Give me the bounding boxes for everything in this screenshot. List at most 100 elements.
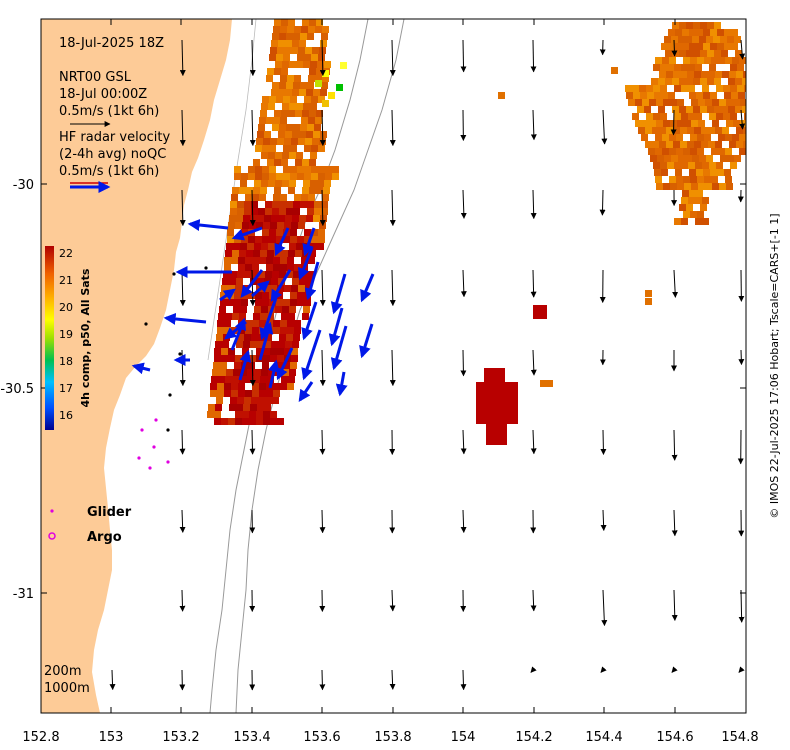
icon-current-arrow	[599, 189, 606, 216]
icon-sst-grid	[310, 180, 317, 187]
icon-sst-grid	[311, 96, 318, 103]
icon-sst-grid	[245, 327, 252, 334]
icon-sst-grid	[324, 61, 331, 68]
icon-sst-grid	[686, 22, 693, 29]
icon-current-arrow	[319, 669, 326, 691]
icon-sst-grid	[632, 113, 639, 120]
icon-sst-grid	[336, 84, 343, 91]
icon-sst-grid	[689, 92, 696, 99]
argo-icon	[48, 532, 56, 540]
icon-sst-grid	[262, 236, 269, 243]
icon-current-arrow	[389, 269, 396, 307]
icon-sst-grid	[293, 82, 300, 89]
icon-sst-grid	[251, 397, 258, 404]
icon-sst-grid	[699, 155, 706, 162]
icon-current-arrow	[389, 109, 396, 147]
icon-sst-grid	[689, 190, 696, 197]
product-scale: 0.5m/s (1kt 6h)	[59, 104, 159, 119]
icon-sst-grid	[291, 47, 298, 54]
icon-sst-grid	[476, 410, 483, 417]
icon-sst-grid	[294, 264, 301, 271]
icon-sst-grid	[511, 396, 518, 403]
icon-sst-grid	[291, 138, 298, 145]
icon-sst-grid	[689, 29, 696, 36]
icon-sst-grid	[668, 43, 675, 50]
icon-sst-grid	[641, 134, 648, 141]
icon-sst-grid	[272, 33, 279, 40]
icon-sst-grid	[691, 120, 698, 127]
icon-sst-grid	[655, 134, 662, 141]
icon-sst-grid	[235, 222, 242, 229]
icon-sst-grid	[299, 278, 306, 285]
icon-current-arrow	[530, 429, 537, 455]
icon-sst-grid	[269, 96, 276, 103]
icon-sst-grid	[242, 222, 249, 229]
icon-sst-grid	[686, 204, 693, 211]
icon-sst-grid	[708, 127, 715, 134]
icon-sst-grid	[252, 327, 259, 334]
radar-line2: (2-4h avg) noQC	[59, 147, 166, 162]
icon-sst-grid	[273, 320, 280, 327]
icon-sst-grid	[739, 134, 746, 141]
icon-sst-grid	[238, 390, 245, 397]
icon-sst-grid	[257, 215, 264, 222]
icon-sst-grid	[290, 229, 297, 236]
icon-sst-grid	[311, 229, 318, 236]
icon-sst-grid	[685, 155, 692, 162]
icon-sst-grid	[260, 376, 267, 383]
icon-sst-grid	[309, 110, 316, 117]
icon-sst-grid	[670, 99, 677, 106]
icon-sst-grid	[656, 183, 663, 190]
icon-sst-grid	[693, 22, 700, 29]
icon-radar-arrow	[304, 261, 320, 301]
icon-sst-grid	[211, 376, 218, 383]
icon-sst-grid	[294, 194, 301, 201]
icon-sst-grid	[280, 383, 287, 390]
icon-sst-grid	[678, 155, 685, 162]
icon-sst-grid	[271, 341, 278, 348]
icon-sst-grid	[682, 29, 689, 36]
icon-sst-grid	[306, 89, 313, 96]
icon-sst-grid	[688, 85, 695, 92]
icon-sst-grid	[220, 299, 227, 306]
icon-sst-grid	[312, 47, 319, 54]
icon-sst-grid	[702, 218, 709, 225]
icon-sst-grid	[300, 124, 307, 131]
icon-sst-grid	[284, 285, 291, 292]
icon-current-arrow	[389, 669, 396, 690]
icon-sst-grid	[705, 99, 712, 106]
icon-sst-grid	[255, 145, 262, 152]
icon-sst-grid	[712, 120, 719, 127]
icon-sst-grid	[688, 162, 695, 169]
icon-sst-grid	[260, 187, 267, 194]
icon-sst-grid	[652, 127, 659, 134]
icon-sst-grid	[283, 236, 290, 243]
icon-sst-grid	[293, 208, 300, 215]
icon-radar-arrow	[163, 312, 207, 325]
icon-sst-grid	[691, 183, 698, 190]
icon-sst-grid	[661, 169, 668, 176]
icon-radar-arrow	[360, 273, 375, 303]
icon-sst-grid	[239, 187, 246, 194]
icon-sst-grid	[224, 257, 231, 264]
icon-sst-grid	[648, 148, 655, 155]
icon-sst-grid	[235, 285, 242, 292]
icon-current-arrow	[179, 189, 186, 227]
icon-sst-grid	[259, 383, 266, 390]
icon-sst-grid	[280, 75, 287, 82]
icon-sst-grid	[719, 99, 726, 106]
icon-sst-grid	[729, 71, 736, 78]
icon-current-arrow	[530, 109, 537, 141]
icon-sst-grid	[710, 169, 717, 176]
icon-current-arrow	[460, 429, 467, 455]
icon-current-arrow	[179, 109, 186, 147]
icon-sst-grid	[318, 166, 325, 173]
icon-sst-grid	[269, 236, 276, 243]
icon-sst-grid	[723, 113, 730, 120]
icon-sst-grid	[237, 208, 244, 215]
icon-sst-grid	[281, 159, 288, 166]
icon-sst-grid	[287, 320, 294, 327]
icon-current-arrow	[671, 429, 678, 461]
icon-radar-arrow	[238, 349, 252, 381]
